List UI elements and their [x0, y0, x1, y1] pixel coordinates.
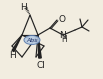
- Text: Cl: Cl: [37, 61, 45, 70]
- Text: H: H: [21, 3, 27, 12]
- Text: N: N: [60, 32, 66, 41]
- Text: H: H: [61, 35, 67, 44]
- Ellipse shape: [24, 35, 40, 44]
- Text: Abs: Abs: [26, 38, 38, 43]
- Polygon shape: [12, 35, 22, 52]
- Polygon shape: [38, 35, 41, 58]
- Text: H: H: [9, 52, 15, 61]
- Text: O: O: [59, 15, 66, 23]
